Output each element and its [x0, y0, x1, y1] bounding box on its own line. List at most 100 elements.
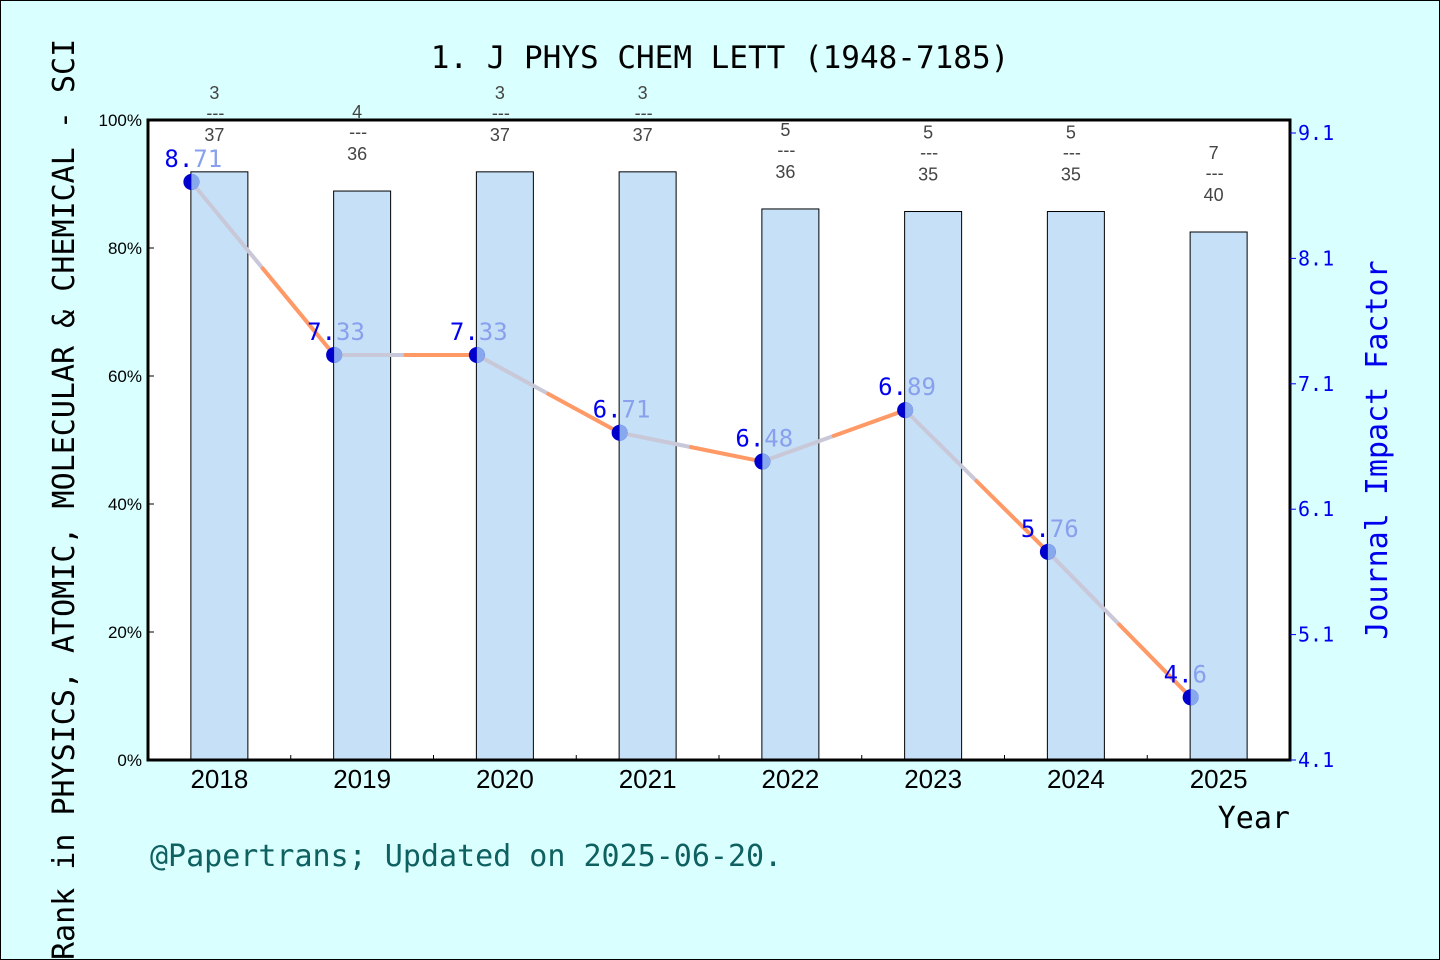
left-tick-label: 100% — [99, 111, 142, 130]
jif-point-highlight — [1047, 543, 1056, 560]
x-tick-label: 2023 — [904, 764, 962, 794]
bar-total-label: 37 — [633, 125, 653, 145]
jif-line-segment — [1117, 622, 1193, 700]
plot-area — [148, 120, 1290, 760]
left-axis-label: Rank in PHYSICS, ATOMIC, MOLECULAR & CHE… — [47, 39, 82, 960]
jif-value-label: 5.76 — [1021, 515, 1079, 543]
bar-2023 — [904, 211, 963, 761]
jif-line-segment — [260, 266, 337, 357]
bar-total-label: 40 — [1204, 185, 1224, 205]
jif-label-dec: 89 — [907, 373, 936, 401]
footer-credit: @Papertrans; Updated on 2025-06-20. — [150, 839, 782, 874]
fraction-divider: --- — [777, 140, 795, 160]
x-axis-label: Year — [1218, 801, 1290, 836]
fraction-divider: --- — [492, 103, 510, 123]
jif-value-label: 6.71 — [593, 396, 651, 424]
jif-label-dec: 76 — [1050, 515, 1079, 543]
bar-rank-label: 3 — [209, 83, 219, 103]
x-tick-label: 2021 — [619, 764, 677, 794]
jif-line-segment — [189, 179, 265, 271]
left-tick-label: 40% — [108, 495, 142, 514]
bar-2025 — [1189, 231, 1248, 761]
jif-label-int: 7. — [450, 318, 479, 346]
bar-rank-label: 7 — [1209, 143, 1219, 163]
jif-label-dec: 48 — [764, 425, 793, 453]
fraction-divider: --- — [635, 103, 653, 123]
bar-2019 — [333, 190, 392, 761]
x-tick-label: 2022 — [761, 764, 819, 794]
jif-line-segment — [689, 445, 765, 464]
bar-total-label: 35 — [918, 165, 938, 185]
right-tick-label: 5.1 — [1298, 623, 1334, 647]
bar-total-label: 37 — [490, 125, 510, 145]
right-tick-label: 8.1 — [1298, 246, 1334, 270]
jif-value-label: 6.48 — [735, 425, 793, 453]
jif-value-label: 6.89 — [878, 373, 936, 401]
jif-value-label: 7.33 — [307, 318, 365, 346]
jif-label-int: 5. — [1021, 515, 1050, 543]
bar-rank-label: 3 — [495, 83, 505, 103]
fraction-divider: --- — [1063, 143, 1081, 163]
jif-label-int: 8. — [164, 145, 193, 173]
bar-2018 — [190, 171, 249, 761]
jif-label-int: 6. — [878, 373, 907, 401]
fraction-divider: --- — [349, 122, 367, 142]
left-tick-label: 80% — [108, 239, 142, 258]
x-tick-label: 2024 — [1047, 764, 1105, 794]
jif-line-segment — [760, 433, 836, 464]
jif-line-segment — [474, 352, 551, 396]
jif-line-segment — [1045, 549, 1122, 627]
fraction-divider: --- — [920, 143, 938, 163]
right-axis-label: Journal Impact Factor — [1360, 260, 1395, 639]
x-tick-label: 2020 — [476, 764, 534, 794]
jif-line-segment — [617, 430, 693, 450]
jif-label-int: 6. — [593, 396, 622, 424]
bar-total-label: 35 — [1061, 165, 1081, 185]
jif-value-label: 4.6 — [1164, 660, 1207, 688]
left-tick-label: 20% — [108, 623, 142, 642]
bar-rank-label: 4 — [352, 102, 362, 122]
jif-line-segment — [974, 478, 1050, 554]
jif-line-segment — [546, 391, 622, 435]
bar-2024 — [1046, 211, 1105, 761]
bar-rank-label: 3 — [638, 83, 648, 103]
jif-line-segment — [903, 408, 979, 483]
jif-point-highlight — [1190, 689, 1199, 706]
bar-total-label: 36 — [775, 162, 795, 182]
jif-line-segment — [831, 408, 908, 438]
jif-point-highlight — [191, 173, 200, 190]
jif-label-dec: 6 — [1193, 660, 1207, 688]
jif-label-int: 4. — [1164, 660, 1193, 688]
bar-rank-label: 5 — [923, 123, 933, 143]
fraction-divider: --- — [1206, 163, 1224, 183]
bar-2020 — [475, 171, 534, 761]
bar-total-label: 36 — [347, 144, 367, 164]
right-tick-label: 7.1 — [1298, 372, 1334, 396]
jif-value-label: 8.71 — [164, 145, 222, 173]
jif-point-highlight — [905, 402, 914, 419]
bar-2022 — [761, 208, 820, 761]
jif-point-highlight — [619, 424, 628, 441]
right-tick-label: 6.1 — [1298, 497, 1334, 521]
jif-label-dec: 71 — [193, 145, 222, 173]
jif-value-label: 7.33 — [450, 318, 508, 346]
jif-point-highlight — [334, 346, 343, 363]
right-tick-label: 9.1 — [1298, 121, 1334, 145]
bar-rank-label: 5 — [1066, 123, 1076, 143]
x-tick-label: 2025 — [1190, 764, 1248, 794]
jif-point-highlight — [476, 346, 485, 363]
x-tick-label: 2018 — [190, 764, 248, 794]
jif-label-int: 6. — [735, 425, 764, 453]
bar-rank-label: 5 — [780, 120, 790, 140]
jif-label-dec: 33 — [336, 318, 365, 346]
left-tick-label: 60% — [108, 367, 142, 386]
jif-label-dec: 33 — [479, 318, 508, 346]
jif-label-int: 7. — [307, 318, 336, 346]
bar-total-label: 37 — [204, 125, 224, 145]
bar-2021 — [618, 171, 677, 761]
chart-title: 1. J PHYS CHEM LETT (1948-7185) — [431, 40, 1010, 76]
jif-point-highlight — [762, 453, 771, 470]
right-tick-label: 4.1 — [1298, 748, 1334, 772]
left-tick-label: 0% — [117, 751, 142, 770]
